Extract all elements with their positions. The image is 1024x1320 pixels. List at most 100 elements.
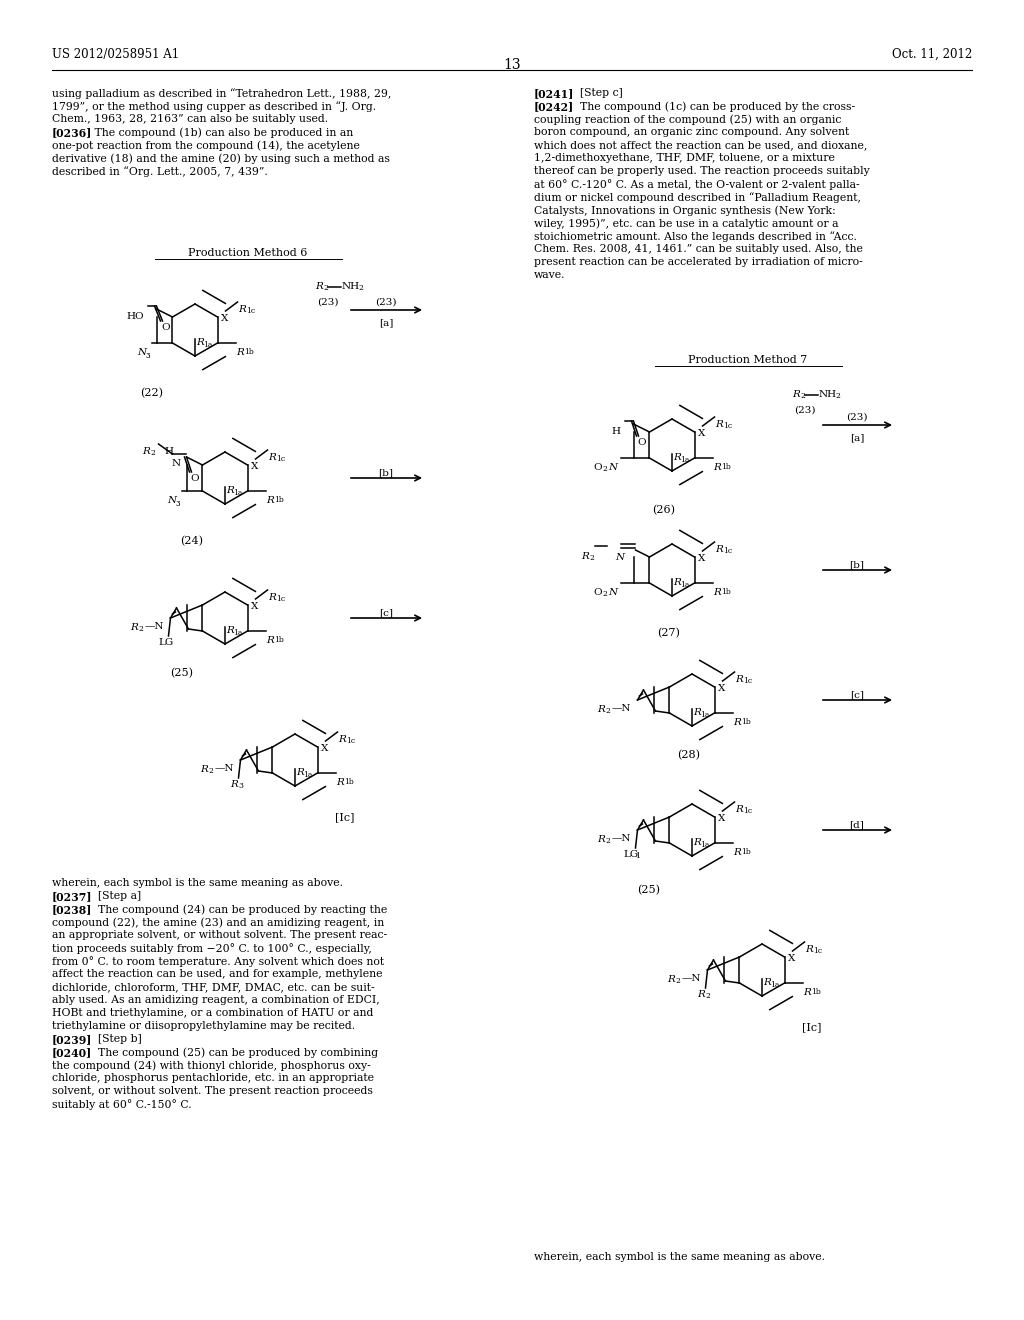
Text: 2: 2 xyxy=(209,767,213,775)
Text: wave.: wave. xyxy=(534,271,565,280)
Text: 1b: 1b xyxy=(811,987,821,997)
Text: 1b: 1b xyxy=(245,348,254,356)
Text: [Ic]: [Ic] xyxy=(802,1022,821,1032)
Text: N: N xyxy=(137,348,146,356)
Text: the compound (24) with thionyl chloride, phosphorus oxy-: the compound (24) with thionyl chloride,… xyxy=(52,1060,371,1071)
Text: X: X xyxy=(718,814,725,822)
Text: R: R xyxy=(673,578,681,587)
Text: R: R xyxy=(239,305,247,314)
Text: 1a: 1a xyxy=(203,341,212,348)
Text: coupling reaction of the compound (25) with an organic: coupling reaction of the compound (25) w… xyxy=(534,114,842,124)
Text: triethylamine or diisopropylethylamine may be recited.: triethylamine or diisopropylethylamine m… xyxy=(52,1020,355,1031)
Text: [Step c]: [Step c] xyxy=(566,88,623,98)
Text: O: O xyxy=(594,463,602,473)
Text: [0238]: [0238] xyxy=(52,904,92,915)
Text: R: R xyxy=(716,545,723,554)
Text: X: X xyxy=(220,314,228,323)
Text: [c]: [c] xyxy=(850,690,864,700)
Text: [0240]: [0240] xyxy=(52,1047,92,1059)
Text: present reaction can be accelerated by irradiation of micro-: present reaction can be accelerated by i… xyxy=(534,257,863,267)
Text: X: X xyxy=(718,684,725,693)
Text: R: R xyxy=(716,420,723,429)
Text: 2: 2 xyxy=(590,554,594,562)
Text: wherein, each symbol is the same meaning as above.: wherein, each symbol is the same meaning… xyxy=(534,1251,825,1262)
Text: wherein, each symbol is the same meaning as above.: wherein, each symbol is the same meaning… xyxy=(52,878,343,888)
Text: 2: 2 xyxy=(676,977,680,985)
Text: The compound (25) can be produced by combining: The compound (25) can be produced by com… xyxy=(84,1047,378,1057)
Text: 1c: 1c xyxy=(247,308,256,315)
Text: N: N xyxy=(608,587,617,597)
Text: 2: 2 xyxy=(323,284,328,292)
Text: R: R xyxy=(296,768,304,777)
Text: (28): (28) xyxy=(677,750,700,760)
Text: suitably at 60° C.-150° C.: suitably at 60° C.-150° C. xyxy=(52,1100,191,1110)
Text: [Step b]: [Step b] xyxy=(84,1034,141,1044)
Text: (23): (23) xyxy=(317,298,339,308)
Text: R: R xyxy=(597,705,605,714)
Text: boron compound, an organic zinc compound. Any solvent: boron compound, an organic zinc compound… xyxy=(534,127,849,137)
Text: N: N xyxy=(168,496,176,506)
Text: —N: —N xyxy=(611,834,631,843)
Text: X: X xyxy=(697,429,705,438)
Text: [a]: [a] xyxy=(379,318,393,327)
Text: which does not affect the reaction can be used, and dioxane,: which does not affect the reaction can b… xyxy=(534,140,867,150)
Text: NH: NH xyxy=(342,282,360,290)
Text: R: R xyxy=(714,463,721,473)
Text: X: X xyxy=(251,462,258,471)
Text: [0237]: [0237] xyxy=(52,891,92,902)
Text: 1b: 1b xyxy=(274,496,285,504)
Text: H: H xyxy=(611,426,621,436)
Text: 2: 2 xyxy=(358,284,362,292)
Text: [0236]: [0236] xyxy=(52,127,92,139)
Text: solvent, or without solvent. The present reaction proceeds: solvent, or without solvent. The present… xyxy=(52,1086,373,1096)
Text: dium or nickel compound described in “Palladium Reagent,: dium or nickel compound described in “Pa… xyxy=(534,191,861,203)
Text: [a]: [a] xyxy=(850,433,864,442)
Text: 1c: 1c xyxy=(276,595,286,603)
Text: R: R xyxy=(735,805,743,814)
Text: 1799”, or the method using cupper as described in “J. Org.: 1799”, or the method using cupper as des… xyxy=(52,102,376,112)
Text: HO: HO xyxy=(127,312,144,321)
Text: 1a: 1a xyxy=(233,630,243,638)
Text: R: R xyxy=(693,708,700,717)
Text: R: R xyxy=(735,675,743,684)
Text: 2: 2 xyxy=(602,590,607,598)
Text: [c]: [c] xyxy=(379,609,393,616)
Text: R: R xyxy=(337,777,344,787)
Text: (22): (22) xyxy=(140,388,163,399)
Text: [b]: [b] xyxy=(850,560,864,569)
Text: 2: 2 xyxy=(602,465,607,473)
Text: R: R xyxy=(339,735,346,744)
Text: (26): (26) xyxy=(652,506,675,515)
Text: wiley, 1995)”, etc. can be use in a catalytic amount or a: wiley, 1995)”, etc. can be use in a cata… xyxy=(534,218,839,228)
Text: one-pot reaction from the compound (14), the acetylene: one-pot reaction from the compound (14),… xyxy=(52,140,359,150)
Text: (27): (27) xyxy=(657,628,680,639)
Text: chloride, phosphorus pentachloride, etc. in an appropriate: chloride, phosphorus pentachloride, etc.… xyxy=(52,1073,374,1082)
Text: 1b: 1b xyxy=(722,463,731,471)
Text: 2: 2 xyxy=(835,392,840,400)
Text: X: X xyxy=(787,954,795,964)
Text: US 2012/0258951 A1: US 2012/0258951 A1 xyxy=(52,48,179,61)
Text: 1c: 1c xyxy=(346,737,355,744)
Text: ₃: ₃ xyxy=(175,496,180,510)
Text: O: O xyxy=(594,587,602,597)
Text: at 60° C.-120° C. As a metal, the O-valent or 2-valent palla-: at 60° C.-120° C. As a metal, the O-vale… xyxy=(534,180,859,190)
Text: R: R xyxy=(226,626,233,635)
Text: N: N xyxy=(608,463,617,473)
Text: 1c: 1c xyxy=(813,946,822,954)
Text: 1b: 1b xyxy=(741,718,752,726)
Text: R: R xyxy=(268,593,276,602)
Text: 2: 2 xyxy=(800,392,805,400)
Text: 1a: 1a xyxy=(770,981,779,989)
Text: 1a: 1a xyxy=(233,488,243,498)
Text: The compound (1b) can also be produced in an: The compound (1b) can also be produced i… xyxy=(84,127,353,137)
Text: [0239]: [0239] xyxy=(52,1034,92,1045)
Text: [b]: [b] xyxy=(379,469,393,477)
Text: 2: 2 xyxy=(706,993,711,1001)
Text: R: R xyxy=(763,978,771,987)
Text: using palladium as described in “Tetrahedron Lett., 1988, 29,: using palladium as described in “Tetrahe… xyxy=(52,88,391,99)
Text: 2: 2 xyxy=(605,708,610,715)
Text: 1c: 1c xyxy=(743,807,753,814)
Text: O: O xyxy=(638,438,646,447)
Text: (25): (25) xyxy=(170,668,193,678)
Text: Production Method 6: Production Method 6 xyxy=(188,248,307,257)
